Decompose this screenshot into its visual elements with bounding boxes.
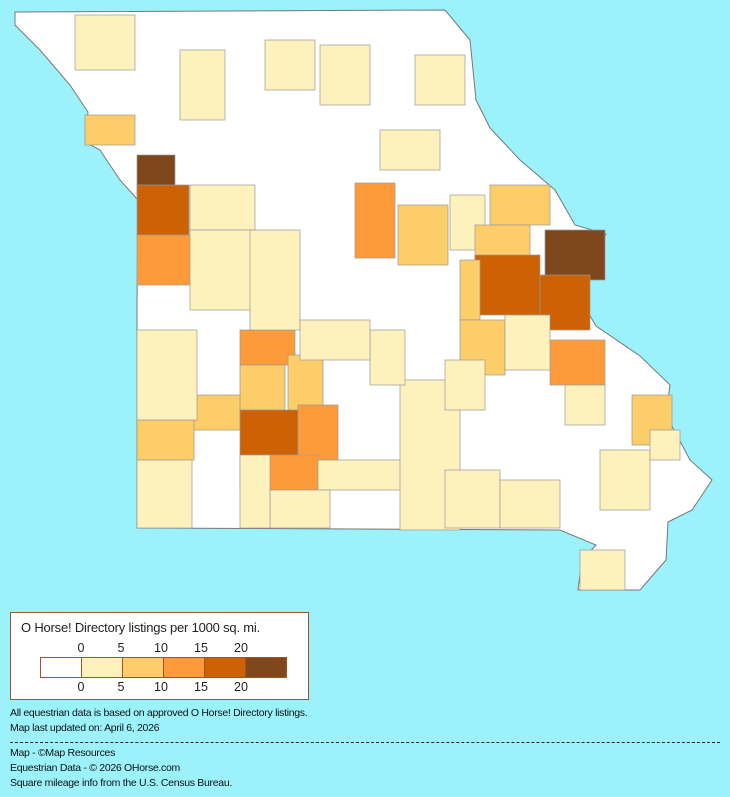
county[interactable] xyxy=(189,394,241,431)
county[interactable] xyxy=(239,364,286,411)
updated-note: Map last updated on: April 6, 2026 xyxy=(10,722,160,734)
county[interactable] xyxy=(189,184,256,231)
county[interactable] xyxy=(489,184,551,226)
county[interactable] xyxy=(84,114,136,146)
legend-swatch xyxy=(205,658,246,677)
legend-tick: 15 xyxy=(194,641,208,655)
county[interactable] xyxy=(649,429,681,461)
county[interactable] xyxy=(317,459,404,491)
county[interactable] xyxy=(599,449,651,511)
legend-swatch xyxy=(82,658,123,677)
legend-tick: 0 xyxy=(77,641,85,655)
legend-tick: 20 xyxy=(234,641,248,655)
county[interactable] xyxy=(189,229,256,311)
county[interactable] xyxy=(504,314,551,371)
county[interactable] xyxy=(239,409,299,456)
county[interactable] xyxy=(579,549,626,591)
county[interactable] xyxy=(444,359,486,411)
county[interactable] xyxy=(369,329,406,386)
map-credit: Map - ©Map Resources xyxy=(10,747,116,759)
county[interactable] xyxy=(249,229,301,331)
county[interactable] xyxy=(354,182,396,259)
legend-swatch xyxy=(41,658,82,677)
county[interactable] xyxy=(179,49,226,121)
county[interactable] xyxy=(136,234,193,286)
legend-tick: 5 xyxy=(117,680,125,694)
county[interactable] xyxy=(299,319,371,361)
county[interactable] xyxy=(74,14,136,71)
data-note: All equestrian data is based on approved… xyxy=(10,707,308,719)
county[interactable] xyxy=(136,419,195,461)
county[interactable] xyxy=(499,479,561,529)
county[interactable] xyxy=(136,329,198,421)
legend-tick: 5 xyxy=(117,641,125,655)
legend-swatch xyxy=(123,658,164,677)
divider xyxy=(10,742,720,743)
county[interactable] xyxy=(136,184,190,236)
missouri-county-map xyxy=(14,9,713,591)
legend: O Horse! Directory listings per 1000 sq.… xyxy=(10,612,309,700)
county[interactable] xyxy=(459,259,481,321)
county[interactable] xyxy=(544,229,606,281)
county[interactable] xyxy=(319,44,371,106)
county[interactable] xyxy=(444,469,501,529)
legend-swatch xyxy=(164,658,205,677)
county[interactable] xyxy=(239,454,271,529)
county[interactable] xyxy=(564,384,606,426)
county[interactable] xyxy=(379,129,441,171)
legend-tick: 20 xyxy=(234,680,248,694)
county[interactable] xyxy=(136,459,193,529)
legend-tick: 10 xyxy=(154,680,168,694)
legend-tick: 15 xyxy=(194,680,208,694)
legend-tick: 0 xyxy=(77,680,85,694)
legend-color-bar xyxy=(40,657,287,678)
county[interactable] xyxy=(397,204,449,266)
county[interactable] xyxy=(269,489,331,529)
legend-title: O Horse! Directory listings per 1000 sq.… xyxy=(21,620,261,635)
legend-swatch xyxy=(246,658,286,677)
census-credit: Square mileage info from the U.S. Census… xyxy=(10,777,232,789)
county[interactable] xyxy=(474,254,541,316)
county[interactable] xyxy=(549,339,606,386)
data-credit: Equestrian Data - © 2026 OHorse.com xyxy=(10,762,180,774)
county[interactable] xyxy=(287,354,324,411)
county[interactable] xyxy=(264,39,316,91)
county[interactable] xyxy=(239,329,296,366)
legend-tick: 10 xyxy=(154,641,168,655)
county[interactable] xyxy=(414,54,466,106)
county[interactable] xyxy=(297,404,339,461)
